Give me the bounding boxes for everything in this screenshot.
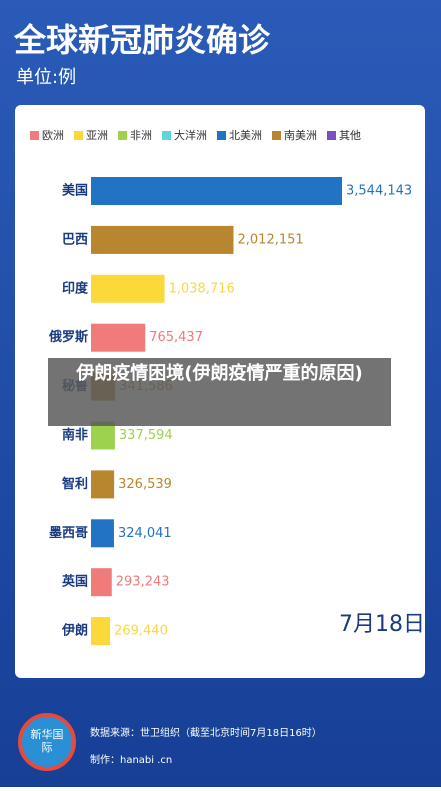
legend-swatch — [30, 131, 39, 140]
legend-swatch — [74, 131, 83, 140]
bar — [91, 225, 234, 254]
legend-label: 北美洲 — [229, 129, 262, 142]
overlay-banner — [48, 358, 391, 426]
value-label: 3,544,143 — [346, 184, 412, 199]
category-label: 印度 — [62, 280, 89, 296]
legend-label: 南美洲 — [284, 129, 317, 142]
category-label: 英国 — [61, 574, 88, 590]
category-label: 南非 — [62, 427, 88, 443]
legend-label: 其他 — [339, 129, 361, 142]
logo-box: 新华国际 — [30, 728, 64, 754]
logo — [18, 713, 76, 771]
subtitle: 单位:例 — [16, 67, 76, 88]
maker: 制作：hanabi .cn — [90, 753, 172, 766]
bar — [91, 519, 114, 548]
value-label: 337,594 — [119, 428, 173, 443]
bar — [91, 421, 115, 450]
bar — [91, 274, 165, 303]
category-label: 伊朗 — [61, 623, 88, 639]
bar — [91, 568, 112, 597]
chart-title: 全球新冠肺炎确诊 — [13, 21, 271, 59]
category-label: 墨西哥 — [49, 525, 88, 541]
value-label: 765,437 — [149, 330, 203, 345]
legend-label: 大洋洲 — [174, 128, 207, 142]
legend-swatch — [118, 131, 127, 140]
logo-text: 新华国际 — [30, 728, 64, 754]
overlay-text: 伊朗疫情困境(伊朗疫情严重的原因) — [76, 363, 363, 384]
bar — [91, 323, 146, 352]
value-label: 1,038,716 — [169, 281, 235, 296]
category-label: 俄罗斯 — [48, 329, 88, 345]
category-label: 美国 — [62, 183, 88, 199]
legend-swatch — [272, 131, 281, 140]
overlay-box: 伊朗疫情困境(伊朗疫情严重的原因) — [76, 363, 363, 384]
value-label: 324,041 — [118, 526, 172, 541]
value-label: 2,012,151 — [238, 232, 304, 247]
bar — [91, 470, 115, 499]
source: 数据来源：世卫组织（截至北京时间7月18日16时） — [90, 726, 322, 739]
legend-label: 亚洲 — [86, 129, 108, 142]
category-label: 智利 — [62, 476, 88, 492]
value-label: 326,539 — [118, 477, 172, 492]
legend-swatch — [217, 131, 226, 140]
legend-swatch — [162, 131, 171, 140]
legend-label: 非洲 — [130, 129, 152, 142]
value-label: 269,440 — [114, 624, 168, 639]
legend-label: 欧洲 — [42, 129, 64, 142]
legend-swatch — [327, 131, 336, 140]
bar — [91, 177, 342, 205]
value-label: 293,243 — [116, 575, 170, 590]
date: 7月18日 — [339, 612, 425, 637]
bar — [91, 617, 111, 646]
category-label: 巴西 — [62, 232, 88, 247]
